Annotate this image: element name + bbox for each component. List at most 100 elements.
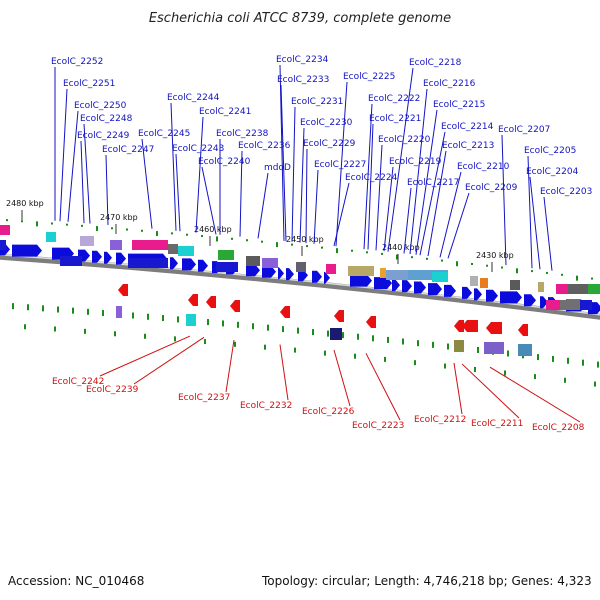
track-dot xyxy=(282,326,284,333)
forward-gene-arrow xyxy=(246,264,260,277)
track-dot xyxy=(207,319,209,326)
track-dot xyxy=(411,256,413,259)
top-gene-label: EcolC_2250 xyxy=(74,101,127,111)
gene-block xyxy=(470,276,478,286)
forward-gene-arrow xyxy=(374,277,392,290)
track-dot xyxy=(57,306,59,313)
track-dot xyxy=(216,236,218,242)
forward-gene-arrow xyxy=(474,288,482,301)
track-dot xyxy=(342,332,344,339)
track-dot xyxy=(294,347,296,353)
track-dot xyxy=(141,229,143,232)
track-dot xyxy=(567,357,569,364)
top-label-leader xyxy=(280,84,287,242)
forward-gene-arrow xyxy=(278,267,284,280)
track-dot xyxy=(132,312,134,319)
reverse-gene-arrow xyxy=(518,324,528,336)
track-dot xyxy=(111,227,113,230)
track-dot xyxy=(42,305,44,312)
top-gene-label: EcolC_2236 xyxy=(238,141,291,151)
top-gene-label: EcolC_2225 xyxy=(343,72,395,82)
track-dot xyxy=(396,254,398,260)
gene-block xyxy=(46,232,56,242)
top-gene-label: EcolC_2244 xyxy=(167,93,220,103)
track-dot xyxy=(312,329,314,336)
track-dot xyxy=(561,273,563,276)
top-label-leader xyxy=(403,187,412,254)
top-gene-label: EcolC_2251 xyxy=(63,79,115,89)
top-label-leader xyxy=(291,106,296,242)
track-dot xyxy=(474,366,476,372)
forward-gene-arrow xyxy=(298,269,308,282)
bottom-label-leader xyxy=(461,363,520,419)
forward-gene-arrow xyxy=(540,296,548,309)
top-gene-label: EcolC_2240 xyxy=(198,157,251,167)
top-gene-label: EcolC_2229 xyxy=(303,139,356,149)
track-dot xyxy=(387,336,389,343)
track-dot xyxy=(432,341,434,348)
top-gene-label: mdoD xyxy=(264,163,291,173)
forward-gene-arrow xyxy=(262,265,276,278)
forward-gene-arrow xyxy=(170,257,178,270)
track-dot xyxy=(402,338,404,345)
track-dot xyxy=(504,370,506,376)
top-label-leader xyxy=(367,123,374,250)
gene-block xyxy=(60,256,82,266)
gene-block xyxy=(560,300,580,310)
reverse-gene-arrow xyxy=(188,294,198,306)
forward-gene-arrow xyxy=(350,274,372,287)
track-dot xyxy=(441,259,443,262)
track-dot xyxy=(537,354,539,361)
top-label-leader xyxy=(59,88,68,222)
forward-gene-arrow xyxy=(92,250,102,263)
track-dot xyxy=(486,264,488,267)
track-dot xyxy=(162,315,164,322)
top-label-leader xyxy=(67,110,79,222)
track-dot xyxy=(24,324,26,330)
top-gene-label: EcolC_2213 xyxy=(442,141,494,151)
kbp-tick-label: 2430 kbp xyxy=(476,251,514,260)
top-label-leader xyxy=(279,64,285,241)
bottom-gene-label: EcolC_2226 xyxy=(302,407,355,417)
kbp-tick-label: 2460 kbp xyxy=(194,225,232,234)
kbp-ticks: 2480 kbp 2470 kbp 2460 kbp 2450 kbp 2440 kbp… xyxy=(6,199,514,272)
accession-label: Accession: NC_010468 xyxy=(8,574,145,588)
bottom-label-leader xyxy=(365,353,401,421)
top-gene-label: EcolC_2207 xyxy=(498,125,550,135)
track-dot xyxy=(534,374,536,380)
top-label-leader xyxy=(439,171,462,258)
top-label-leader xyxy=(201,166,217,235)
top-label-leader xyxy=(383,166,394,252)
reverse-gene-arrow xyxy=(454,320,464,332)
track-dot xyxy=(36,221,38,227)
forward-gene-arrow xyxy=(444,284,456,297)
kbp-tick-label: 2440 kbp xyxy=(382,243,420,252)
reverse-gene-arrow xyxy=(366,316,376,328)
track-dot xyxy=(72,307,74,314)
track-dot xyxy=(234,341,236,347)
top-label-leader xyxy=(501,134,507,266)
gene-block xyxy=(386,270,408,280)
gene-block xyxy=(432,272,448,282)
track-dot xyxy=(444,363,446,369)
gene-block xyxy=(326,264,336,274)
top-gene-label: EcolC_2233 xyxy=(277,75,329,85)
top-label-leader xyxy=(195,116,204,233)
track-dot xyxy=(366,251,368,254)
forward-gene-arrow xyxy=(500,291,522,304)
topology-label: Topology: circular; Length: 4,746,218 bp… xyxy=(262,574,592,588)
bottom-label-leader xyxy=(279,344,289,401)
gene-block xyxy=(538,282,544,292)
track-dot xyxy=(417,340,419,347)
kbp-tick-label: 2450 kbp xyxy=(286,235,324,244)
reverse-gene-block xyxy=(116,306,122,318)
gene-block xyxy=(246,256,260,266)
gene-block xyxy=(262,258,278,268)
reverse-gene-arrow xyxy=(462,320,478,332)
track-dot xyxy=(291,243,293,246)
track-dot xyxy=(372,335,374,342)
top-gene-label: EcolC_2209 xyxy=(465,183,518,193)
reverse-gene-arrow xyxy=(118,284,128,296)
